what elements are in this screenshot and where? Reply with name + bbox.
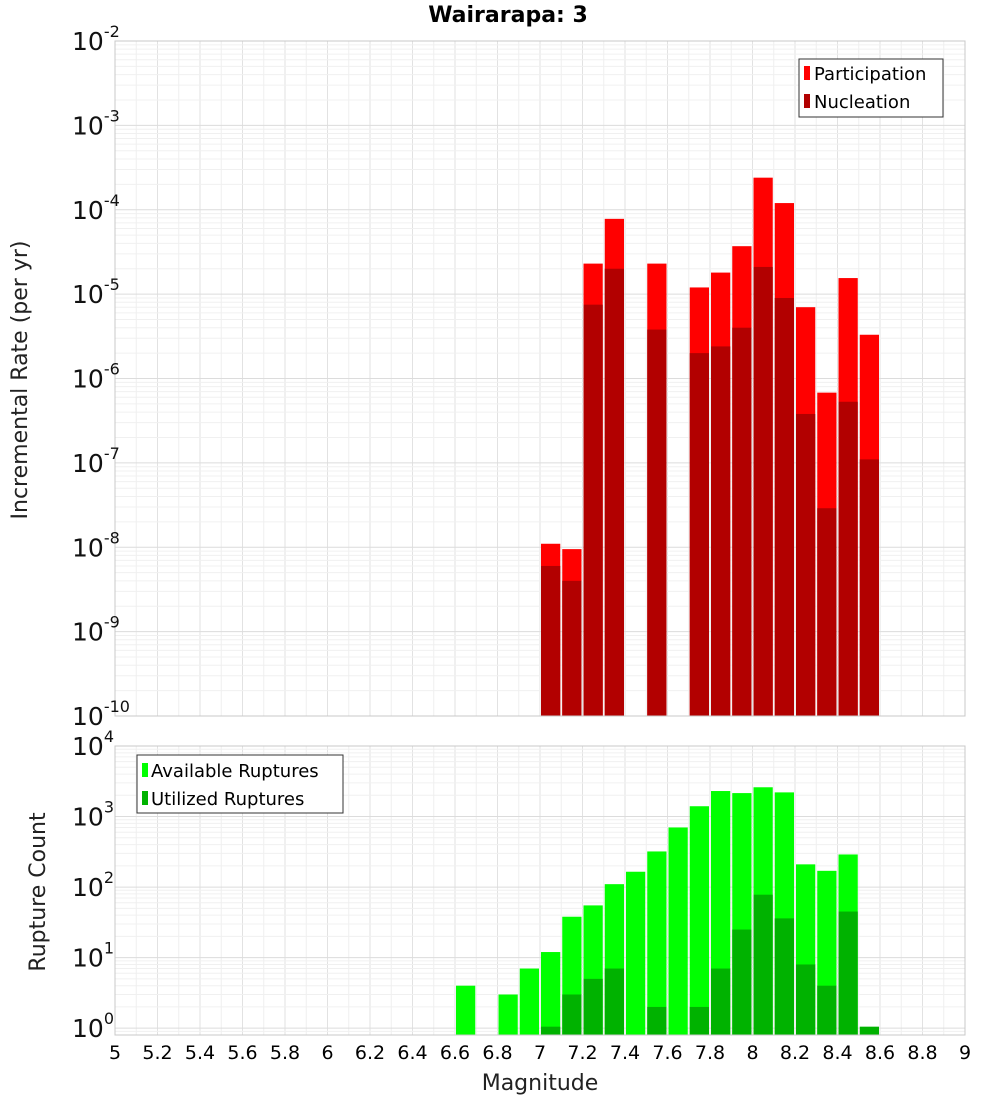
nucleation-bar [817,508,837,716]
available-ruptures-bar [456,985,476,1035]
utilized-ruptures-bar [859,1026,879,1035]
x-tick-label: 5 [109,1042,121,1064]
top-y-tick-label: 10-5 [72,275,120,309]
nucleation-bar [604,268,624,716]
bottom-y-axis-title: Rupture Count [26,812,51,972]
x-axis-title: Magnitude [482,1071,599,1096]
nucleation-bar [859,459,879,716]
top-y-tick-label: 10-7 [72,444,120,478]
top-y-tick-label: 10-2 [72,22,120,56]
x-tick-label: 6.6 [440,1042,470,1064]
x-tick-labels: 5 5.2 5.4 5.6 5.8 6 6.2 6.4 6.6 6.8 7 7.2 7.4 7.6 7.8 8… [109,1042,971,1064]
x-tick-label: 5.8 [270,1042,300,1064]
top-panel: 10-10 10-9 10-8 10-7 10-6 10-5 10-4 10-3 10-2 In… [8,22,966,731]
available-ruptures-bar [498,994,518,1035]
legend-swatch-nucleation [804,94,810,108]
nucleation-bar [753,266,773,716]
chart-title: Wairarapa: 3 [428,3,588,28]
bottom-panel: 100 101 102 103 104 5 5.2 5.4 5.6 5.8 6 6.2 6.4 6.6 6… [26,727,971,1096]
x-tick-label: 7.6 [652,1042,682,1064]
top-y-tick-labels: 10-10 10-9 10-8 10-7 10-6 10-5 10-4 10-3 10-2 [72,22,130,731]
x-tick-label: 7 [534,1042,546,1064]
top-legend: Participation Nucleation [798,58,944,118]
legend-label-available: Available Ruptures [151,761,319,782]
nucleation-bar [774,297,794,716]
nucleation-bar [711,346,731,716]
available-ruptures-bar [541,952,561,1035]
utilized-ruptures-bar [796,964,816,1035]
x-tick-label: 7.8 [695,1042,725,1064]
legend-label-nucleation: Nucleation [814,92,910,113]
utilized-ruptures-bar [711,968,731,1035]
x-tick-label: 6.2 [355,1042,385,1064]
utilized-ruptures-bar [689,1006,709,1035]
bottom-legend-box [136,754,344,814]
x-tick-label: 8.4 [822,1042,852,1064]
utilized-ruptures-bar [647,1006,667,1035]
legend-swatch-available [142,763,148,777]
utilized-ruptures-bar [838,911,858,1035]
utilized-ruptures-bar [817,985,837,1035]
top-y-axis-title: Incremental Rate (per yr) [8,241,33,520]
x-tick-label: 7.2 [567,1042,597,1064]
utilized-ruptures-bar [732,929,752,1035]
nucleation-bar [732,327,752,716]
bottom-y-tick-label: 104 [72,727,114,761]
utilized-ruptures-bar [583,978,603,1035]
utilized-ruptures-bar [753,894,773,1035]
top-y-tick-label: 10-3 [72,106,120,140]
available-ruptures-bar [668,827,688,1035]
top-y-tick-label: 10-10 [72,697,130,731]
bottom-y-tick-label: 102 [72,868,114,902]
nucleation-bar [838,401,858,716]
x-tick-label: 7.4 [610,1042,640,1064]
bottom-legend: Available Ruptures Utilized Ruptures [136,754,344,814]
x-tick-label: 5.6 [227,1042,257,1064]
bottom-y-tick-label: 100 [72,1009,114,1043]
x-tick-label: 8 [746,1042,758,1064]
top-y-tick-label: 10-6 [72,360,120,394]
bottom-y-tick-labels: 100 101 102 103 104 [72,727,114,1043]
nucleation-bar [583,304,603,716]
nucleation-bar [689,353,709,716]
legend-swatch-participation [804,66,810,80]
nucleation-bar [796,413,816,716]
x-tick-label: 8.6 [865,1042,895,1064]
top-plot-frame [114,40,966,717]
utilized-ruptures-bar [562,994,582,1035]
nucleation-bar [541,565,561,716]
legend-swatch-utilized [142,791,148,805]
bottom-bars [456,787,879,1035]
top-y-tick-label: 10-9 [72,613,120,647]
x-tick-label: 8.2 [780,1042,810,1064]
x-tick-label: 5.4 [185,1042,215,1064]
top-y-tick-label: 10-8 [72,528,120,562]
available-ruptures-bar [626,871,646,1035]
x-tick-label: 6.4 [397,1042,427,1064]
bottom-y-tick-label: 101 [72,939,114,973]
nucleation-bar [562,580,582,716]
x-tick-label: 6 [321,1042,333,1064]
available-ruptures-bar [647,851,667,1035]
x-tick-label: 9 [959,1042,971,1064]
available-ruptures-bar [519,968,539,1035]
nucleation-bar [647,329,667,716]
x-tick-label: 5.2 [142,1042,172,1064]
top-gridlines [114,41,966,717]
top-y-tick-label: 10-4 [72,191,120,225]
top-legend-box [798,58,944,118]
utilized-ruptures-bar [604,968,624,1035]
x-tick-label: 8.8 [907,1042,937,1064]
x-tick-label: 6.8 [482,1042,512,1064]
bottom-y-tick-label: 103 [72,798,114,832]
legend-label-utilized: Utilized Ruptures [151,789,304,810]
available-ruptures-bar [689,806,709,1035]
top-bars [541,177,879,716]
utilized-ruptures-bar [774,918,794,1035]
legend-label-participation: Participation [814,64,926,85]
bottom-plot-frame [114,745,966,1036]
utilized-ruptures-bar [541,1026,561,1035]
